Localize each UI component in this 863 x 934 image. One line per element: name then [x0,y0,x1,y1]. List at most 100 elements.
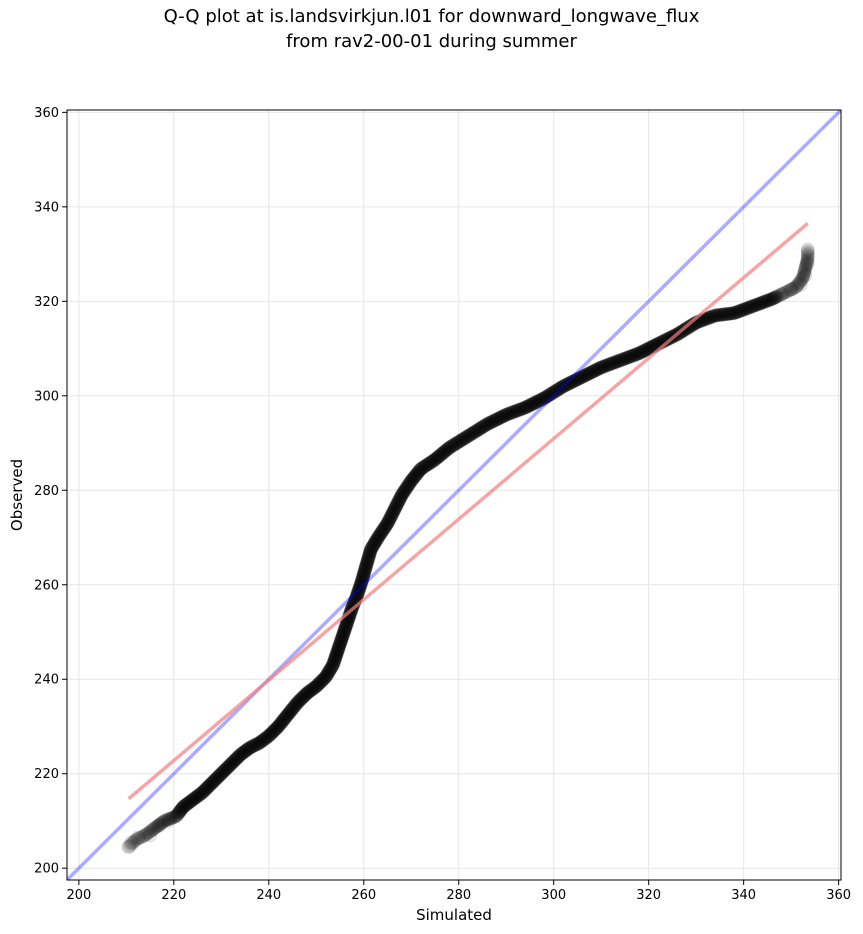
data-point-8 [130,832,145,847]
data-point-444 [572,371,587,386]
data-point-179 [321,665,336,680]
data-point-198 [332,639,347,654]
data-point-293 [386,505,401,520]
data-point-151 [291,694,306,709]
data-point-443 [571,371,586,386]
data-point-620 [800,248,815,263]
data-point-460 [594,360,609,375]
data-point-237 [351,583,366,598]
data-point-390 [497,408,512,423]
data-point-24 [150,819,165,834]
data-point-421 [541,388,556,403]
data-point-378 [481,416,496,431]
data-point-98 [233,747,248,762]
data-point-89 [223,757,238,772]
data-point-45 [175,800,190,815]
data-point-26 [152,817,167,832]
data-point-415 [533,393,548,408]
data-point-472 [611,353,626,368]
data-point-27 [153,816,168,831]
data-point-169 [311,677,326,692]
data-point-422 [542,387,557,402]
data-point-260 [361,549,376,564]
data-point-172 [314,674,329,689]
data-point-487 [633,345,648,360]
data-point-471 [610,354,625,369]
data-point-149 [289,697,304,712]
data-point-375 [477,418,492,433]
data-point-332 [421,456,436,471]
data-point-489 [636,344,651,359]
data-point-312 [400,478,415,493]
data-point-400 [512,402,527,417]
data-point-587 [776,286,791,301]
data-point-413 [530,394,545,409]
data-point-309 [398,482,413,497]
data-point-292 [385,506,400,521]
data-point-612 [798,259,813,274]
data-point-402 [515,401,530,416]
fit-line [127,222,809,801]
data-point-582 [769,289,784,304]
data-point-482 [626,348,641,363]
y-tick-label-200: 200 [34,862,59,877]
data-point-610 [798,262,813,277]
faded-point-2 [131,830,146,845]
data-point-164 [305,681,320,696]
data-point-38 [169,809,184,824]
data-point-211 [338,621,353,636]
data-point-284 [379,517,394,532]
data-point-613 [799,258,814,273]
data-point-377 [480,417,495,432]
data-point-62 [195,785,210,800]
x-tick-label-340: 340 [731,888,756,903]
y-tick-label-300: 300 [34,389,59,404]
x-tick-label-240: 240 [256,888,281,903]
data-point-109 [246,738,261,753]
data-point-254 [359,558,374,573]
data-point-389 [496,409,511,424]
data-point-283 [378,518,393,533]
data-point-290 [384,509,399,524]
data-point-120 [260,729,275,744]
data-point-379 [482,415,497,430]
data-point-206 [335,628,350,643]
faded-point-7 [784,282,799,297]
data-point-300 [391,495,406,510]
data-point-70 [203,777,218,792]
data-point-567 [747,298,762,313]
data-point-15 [139,827,154,842]
data-point-209 [337,624,352,639]
data-point-603 [795,271,810,286]
y-tick-label-260: 260 [34,578,59,593]
data-point-605 [796,269,811,284]
data-point-297 [389,499,404,514]
data-point-420 [539,389,554,404]
data-point-71 [204,776,219,791]
data-point-42 [172,804,187,819]
data-point-459 [592,361,607,376]
data-point-68 [201,779,216,794]
data-point-595 [787,280,802,295]
data-point-321 [409,467,424,482]
data-point-345 [437,444,452,459]
data-point-442 [569,372,584,387]
x-tick-label-220: 220 [161,888,186,903]
data-point-329 [417,459,432,474]
data-point-617 [800,253,815,268]
data-point-190 [328,650,343,665]
data-point-127 [268,722,283,737]
data-point-367 [466,425,481,440]
data-point-387 [493,410,508,425]
data-point-261 [362,548,377,563]
data-point-311 [399,480,414,495]
data-point-194 [330,645,345,660]
data-point-278 [374,525,389,540]
data-point-307 [396,485,411,500]
data-point-330 [418,458,433,473]
data-point-57 [189,790,204,805]
data-point-82 [216,764,231,779]
data-point-618 [800,251,815,266]
data-point-185 [325,658,340,673]
data-point-611 [798,261,813,276]
